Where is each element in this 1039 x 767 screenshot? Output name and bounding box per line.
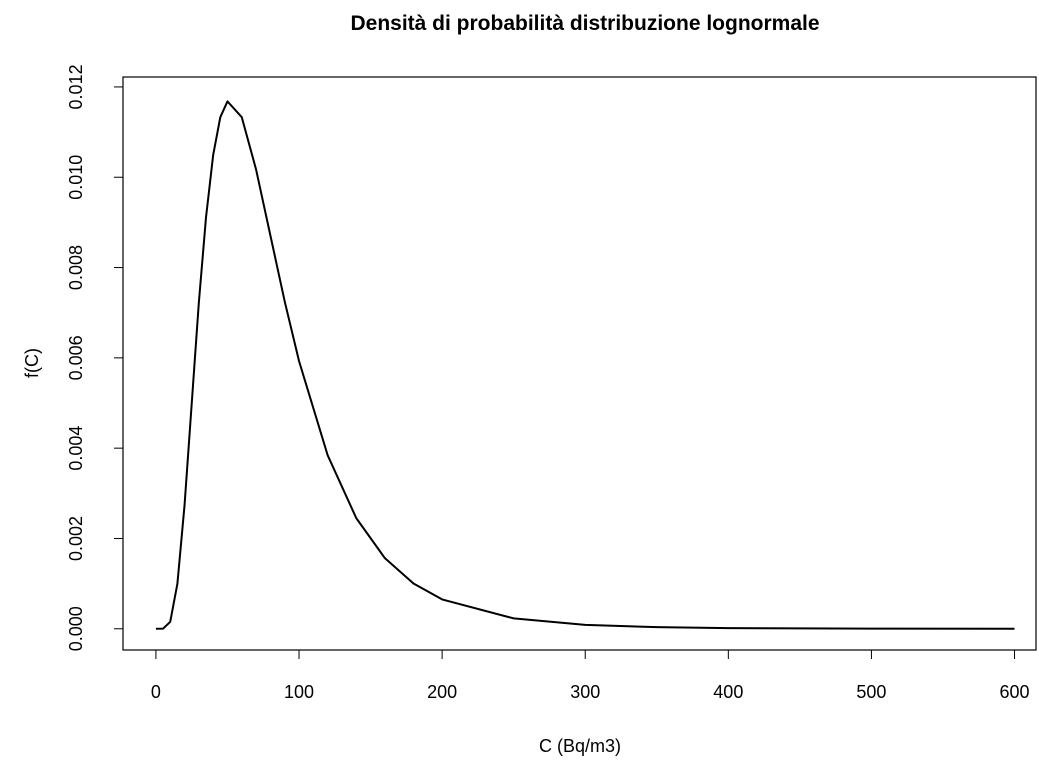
data-line [155, 100, 1015, 630]
y-tick-label: 0.010 [66, 155, 86, 200]
y-tick-label: 0.004 [66, 426, 86, 471]
y-tick-label: 0.012 [66, 64, 86, 109]
x-tick-label: 500 [856, 682, 886, 702]
plot-frame [122, 76, 1037, 651]
chart-title: Densità di probabilità distribuzione log… [350, 12, 819, 35]
y-tick-label: 0.000 [66, 606, 86, 651]
x-tick-label: 100 [284, 682, 314, 702]
x-tick-label: 400 [713, 682, 743, 702]
x-tick-label: 600 [1000, 682, 1030, 702]
y-tick-label: 0.002 [66, 516, 86, 561]
x-tick-label: 200 [427, 682, 457, 702]
x-axis-label: C (Bq/m3) [539, 736, 621, 756]
y-tick-label: 0.006 [66, 335, 86, 380]
y-axis-label: f(C) [22, 348, 42, 378]
x-tick-label: 300 [570, 682, 600, 702]
y-tick-label: 0.008 [66, 245, 86, 290]
x-tick-label: 0 [151, 682, 161, 702]
